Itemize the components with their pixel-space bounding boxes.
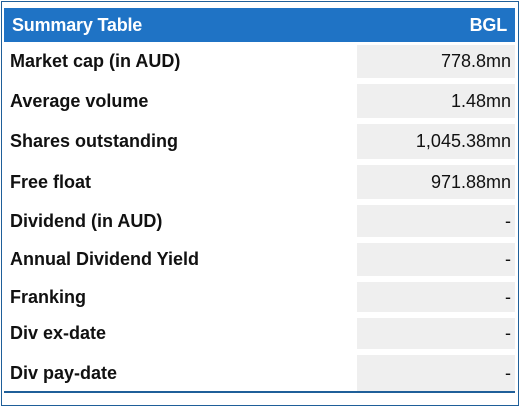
row-label: Dividend (in AUD): [10, 210, 163, 231]
row-label: Annual Dividend Yield: [10, 249, 200, 269]
ticker-label: BGL: [469, 14, 508, 35]
row-label: Market cap (in AUD): [10, 51, 181, 71]
table-row-market-cap: Market cap (in AUD) 778.8mn: [4, 42, 515, 81]
row-value: -: [357, 282, 515, 312]
row-label: Average volume: [10, 90, 149, 111]
row-value: -: [357, 355, 515, 392]
table-row-franking: Franking -: [4, 279, 515, 315]
row-label: Div pay-date: [10, 363, 118, 383]
row-value: 1.48mn: [357, 84, 515, 118]
row-value: 778.8mn: [357, 45, 515, 78]
table-row-dividend: Dividend (in AUD) -: [4, 202, 515, 240]
table-row-free-float: Free float 971.88mn: [4, 162, 515, 202]
table-row-average-volume: Average volume 1.48mn: [4, 81, 515, 121]
table-row-div-pay-date: Div pay-date -: [4, 352, 515, 395]
row-value: 1,045.38mn: [357, 124, 515, 159]
row-value: 971.88mn: [357, 165, 515, 199]
table-row-div-ex-date: Div ex-date -: [4, 315, 515, 352]
row-value: -: [357, 205, 515, 237]
table-row-annual-dividend-yield: Annual Dividend Yield -: [4, 240, 515, 279]
summary-table-body: Market cap (in AUD) 778.8mn Average volu…: [4, 42, 515, 395]
table-row-shares-outstanding: Shares outstanding 1,045.38mn: [4, 121, 515, 162]
table-bottom-border: [4, 391, 515, 393]
table-title: Summary Table: [12, 14, 143, 35]
row-value: -: [357, 318, 515, 349]
summary-table-header: Summary Table BGL: [4, 8, 515, 42]
row-label: Free float: [10, 171, 92, 192]
row-label: Franking: [10, 286, 87, 307]
row-label: Div ex-date: [10, 323, 107, 343]
row-label: Shares outstanding: [10, 131, 179, 151]
row-value: -: [357, 243, 515, 276]
